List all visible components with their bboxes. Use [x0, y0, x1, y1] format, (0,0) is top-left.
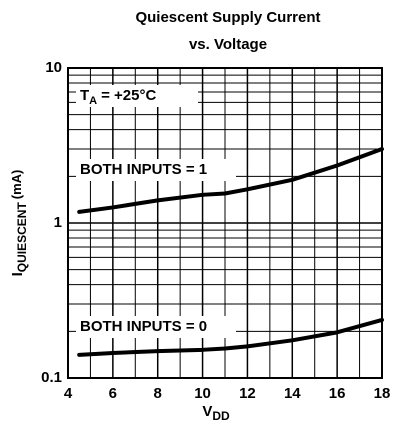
plot-frame	[67, 67, 383, 379]
annotation-sub: A	[89, 95, 97, 107]
annotation-box	[76, 85, 198, 107]
x-tick-label: 14	[284, 385, 301, 402]
y-tick-label: 10	[45, 59, 62, 76]
y-axis-label: IQUIESCENT (mA)	[9, 170, 29, 277]
x-axis-label-sub: DD	[212, 409, 230, 423]
y-axis-label-unit: (mA)	[9, 170, 24, 200]
x-tick-label: 10	[194, 385, 211, 402]
annotation-box	[76, 316, 236, 338]
x-tick-label: 16	[329, 385, 346, 402]
annotation-rest: = +25°C	[101, 87, 156, 104]
x-tick-label: 4	[64, 385, 73, 402]
chart-title: vs. Voltage	[189, 36, 267, 53]
x-tick-label: 18	[374, 385, 391, 402]
annotation-main: T	[80, 87, 89, 104]
annotation: BOTH INPUTS = 1	[80, 161, 207, 178]
y-axis-label-sub: QUIESCENT	[15, 202, 29, 273]
y-tick-label: 1	[54, 214, 62, 231]
y-tick-label: 0.1	[41, 369, 62, 386]
x-tick-label: 12	[239, 385, 256, 402]
annotation: TA = +25°C	[80, 87, 156, 107]
data-line	[77, 317, 384, 357]
annotation: BOTH INPUTS = 0	[80, 318, 207, 335]
data-line	[77, 147, 384, 214]
x-tick-label: 8	[154, 385, 162, 402]
x-axis-label-main: V	[202, 403, 212, 420]
y-axis-label-main: I	[9, 272, 26, 276]
x-tick-label: 6	[109, 385, 117, 402]
x-axis-label: VDD	[202, 403, 230, 423]
chart-title: Quiescent Supply Current	[135, 9, 320, 26]
annotation-box	[76, 159, 236, 181]
